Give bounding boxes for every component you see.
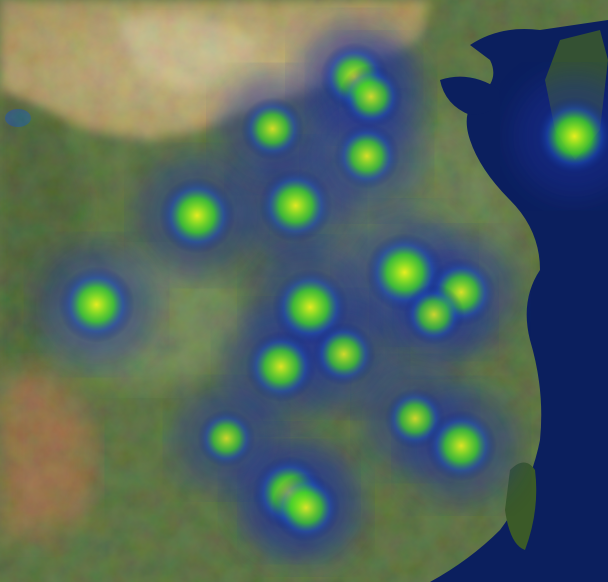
heat-hotspot bbox=[333, 123, 400, 189]
heat-hotspot bbox=[240, 97, 305, 161]
heatmap-layer bbox=[35, 19, 608, 566]
heat-hotspot bbox=[339, 64, 403, 129]
heat-hotspot bbox=[425, 410, 497, 482]
heat-hotspot bbox=[58, 266, 135, 343]
island-land bbox=[505, 462, 537, 550]
heat-hotspot bbox=[271, 473, 341, 542]
heat-hotspot bbox=[197, 409, 256, 468]
heat-hotspot bbox=[245, 331, 317, 403]
heat-hotspot bbox=[403, 284, 465, 345]
bohai-sea bbox=[440, 76, 500, 115]
heat-hotspot bbox=[535, 96, 608, 176]
heat-hotspot bbox=[258, 168, 333, 243]
heat-hotspot bbox=[158, 177, 236, 254]
heat-hotspot bbox=[312, 322, 376, 386]
